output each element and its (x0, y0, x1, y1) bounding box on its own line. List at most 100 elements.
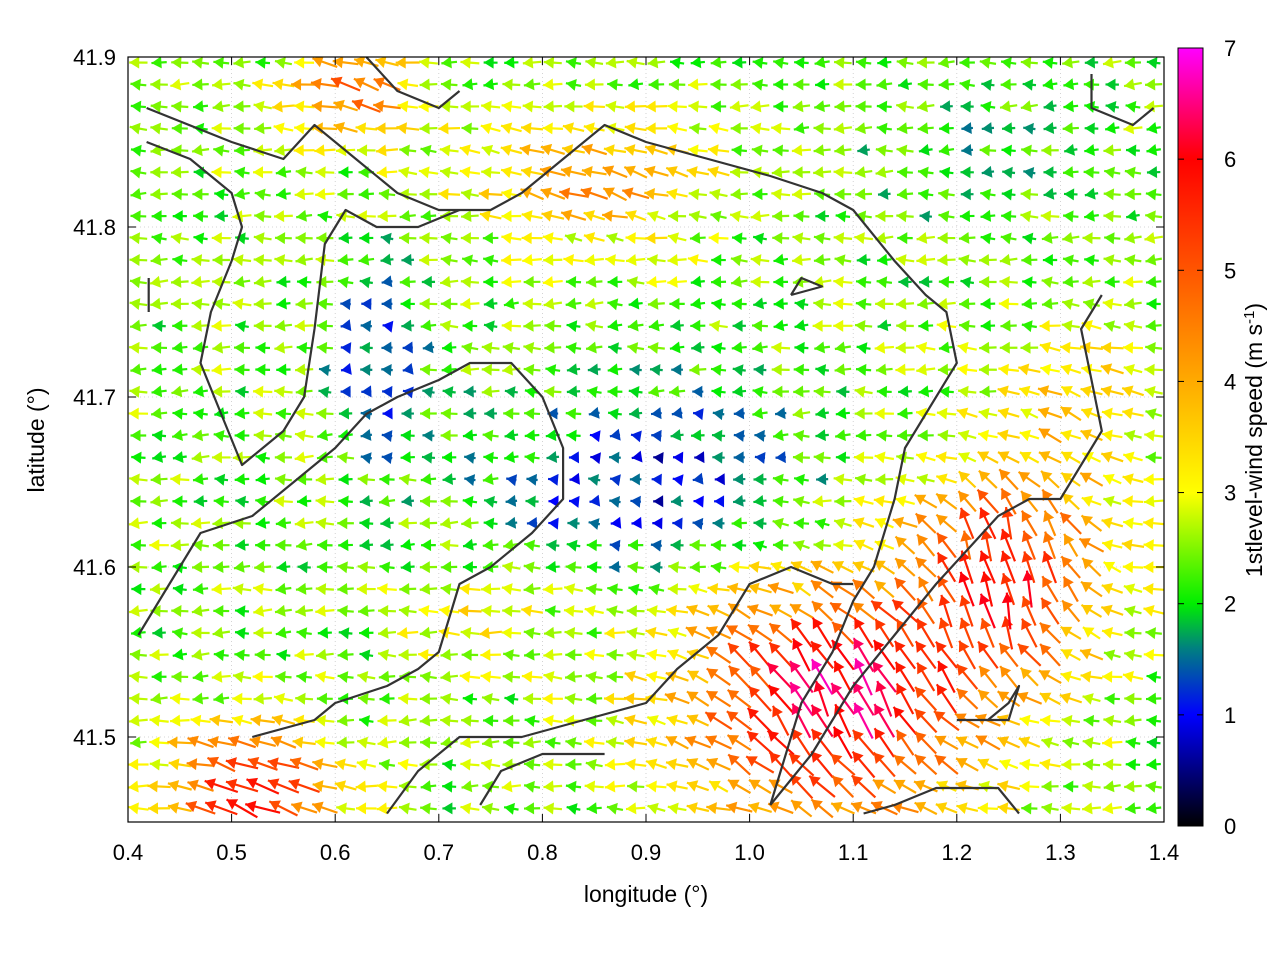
wind-arrow (419, 692, 438, 705)
wind-arrow (605, 736, 625, 749)
wind-arrow (276, 363, 291, 376)
wind-arrow (398, 166, 418, 179)
wind-arrow (564, 627, 583, 639)
wind-arrow (793, 385, 810, 398)
wind-arrow (812, 319, 832, 332)
wind-arrow (272, 100, 295, 113)
wind-arrow (628, 78, 644, 91)
wind-arrow (420, 473, 437, 486)
wind-arrow (442, 758, 457, 771)
wind-arrow (1081, 495, 1102, 507)
wind-arrow (672, 517, 683, 530)
y-tick-label: 41.8 (73, 215, 116, 240)
wind-arrow (225, 798, 258, 819)
wind-arrow (563, 254, 584, 266)
wind-arrow (274, 144, 293, 157)
wind-arrow (566, 429, 581, 442)
wind-arrow (705, 645, 732, 664)
wind-arrow (1122, 451, 1143, 464)
wind-arrow (395, 57, 420, 69)
wind-arrow (794, 57, 809, 69)
wind-arrow (172, 451, 187, 463)
wind-arrow (1021, 802, 1038, 815)
wind-arrow (671, 407, 683, 419)
wind-arrow (748, 778, 772, 795)
wind-arrow (128, 758, 149, 771)
wind-arrow (461, 210, 479, 223)
wind-arrow (1019, 667, 1039, 687)
wind-arrow (504, 57, 519, 69)
wind-arrow (959, 550, 974, 584)
wind-arrow (873, 495, 895, 508)
wind-arrow (316, 319, 333, 332)
wind-arrow (1103, 320, 1121, 332)
wind-arrow (874, 539, 895, 551)
wind-arrow (294, 648, 314, 661)
wind-arrow (519, 143, 545, 156)
wind-arrow (727, 602, 751, 620)
wind-arrow (978, 363, 997, 376)
wind-arrow (602, 165, 628, 179)
wind-arrow (709, 319, 728, 332)
wind-arrow (129, 670, 148, 683)
wind-arrow (918, 319, 934, 332)
wind-arrow (503, 802, 519, 815)
wind-arrow (1124, 57, 1142, 69)
wind-arrow (1102, 670, 1123, 683)
wind-arrow (1142, 583, 1164, 595)
colorbar-tick-label: 5 (1224, 258, 1236, 283)
wind-arrow (275, 166, 292, 178)
wind-arrow (852, 517, 875, 529)
wind-arrow (420, 780, 437, 793)
wind-arrow (1081, 451, 1102, 463)
wind-arrow (692, 517, 704, 530)
wind-arrow (732, 57, 747, 69)
wind-arrow (1000, 487, 1017, 515)
wind-arrow (789, 773, 814, 800)
wind-arrow (1063, 533, 1079, 558)
wind-arrow (607, 407, 622, 420)
wind-arrow (462, 319, 478, 332)
wind-arrow (234, 429, 250, 442)
wind-arrow (772, 210, 790, 223)
wind-arrow (421, 539, 436, 552)
wind-arrow (274, 473, 292, 486)
wind-arrow (211, 122, 231, 135)
wind-arrow (231, 714, 253, 727)
wind-arrow (667, 122, 688, 135)
wind-arrow (651, 429, 662, 442)
wind-arrow (670, 539, 684, 552)
x-tick-label: 1.1 (838, 840, 869, 865)
wind-arrow (650, 561, 663, 574)
wind-arrow (212, 539, 230, 552)
wind-arrow (275, 626, 292, 639)
wind-arrow (1060, 429, 1082, 442)
wind-arrow (357, 473, 375, 486)
wind-arrow (149, 648, 169, 661)
wind-arrow (672, 474, 684, 487)
wind-arrow (357, 604, 375, 617)
wind-arrow (645, 232, 668, 245)
wind-arrow (211, 451, 231, 464)
wind-arrow (853, 617, 874, 649)
wind-arrow (186, 758, 215, 771)
wind-arrow (670, 429, 684, 442)
wind-arrow (401, 253, 415, 266)
wind-arrow (754, 429, 766, 442)
wind-arrow (420, 209, 437, 222)
wind-arrow (171, 605, 189, 618)
wind-arrow (979, 385, 997, 398)
wind-arrow (419, 297, 438, 310)
wind-arrow (275, 582, 292, 595)
wind-arrow (440, 275, 459, 288)
wind-arrow (834, 495, 852, 508)
wind-arrow (213, 561, 230, 573)
wind-arrow (337, 517, 354, 530)
wind-arrow (232, 671, 252, 683)
wind-arrow (853, 702, 874, 739)
wind-arrow (170, 297, 189, 310)
wind-arrow (314, 144, 336, 157)
wind-arrow (337, 582, 354, 595)
wind-arrow (855, 298, 872, 311)
wind-arrow (1041, 802, 1059, 815)
